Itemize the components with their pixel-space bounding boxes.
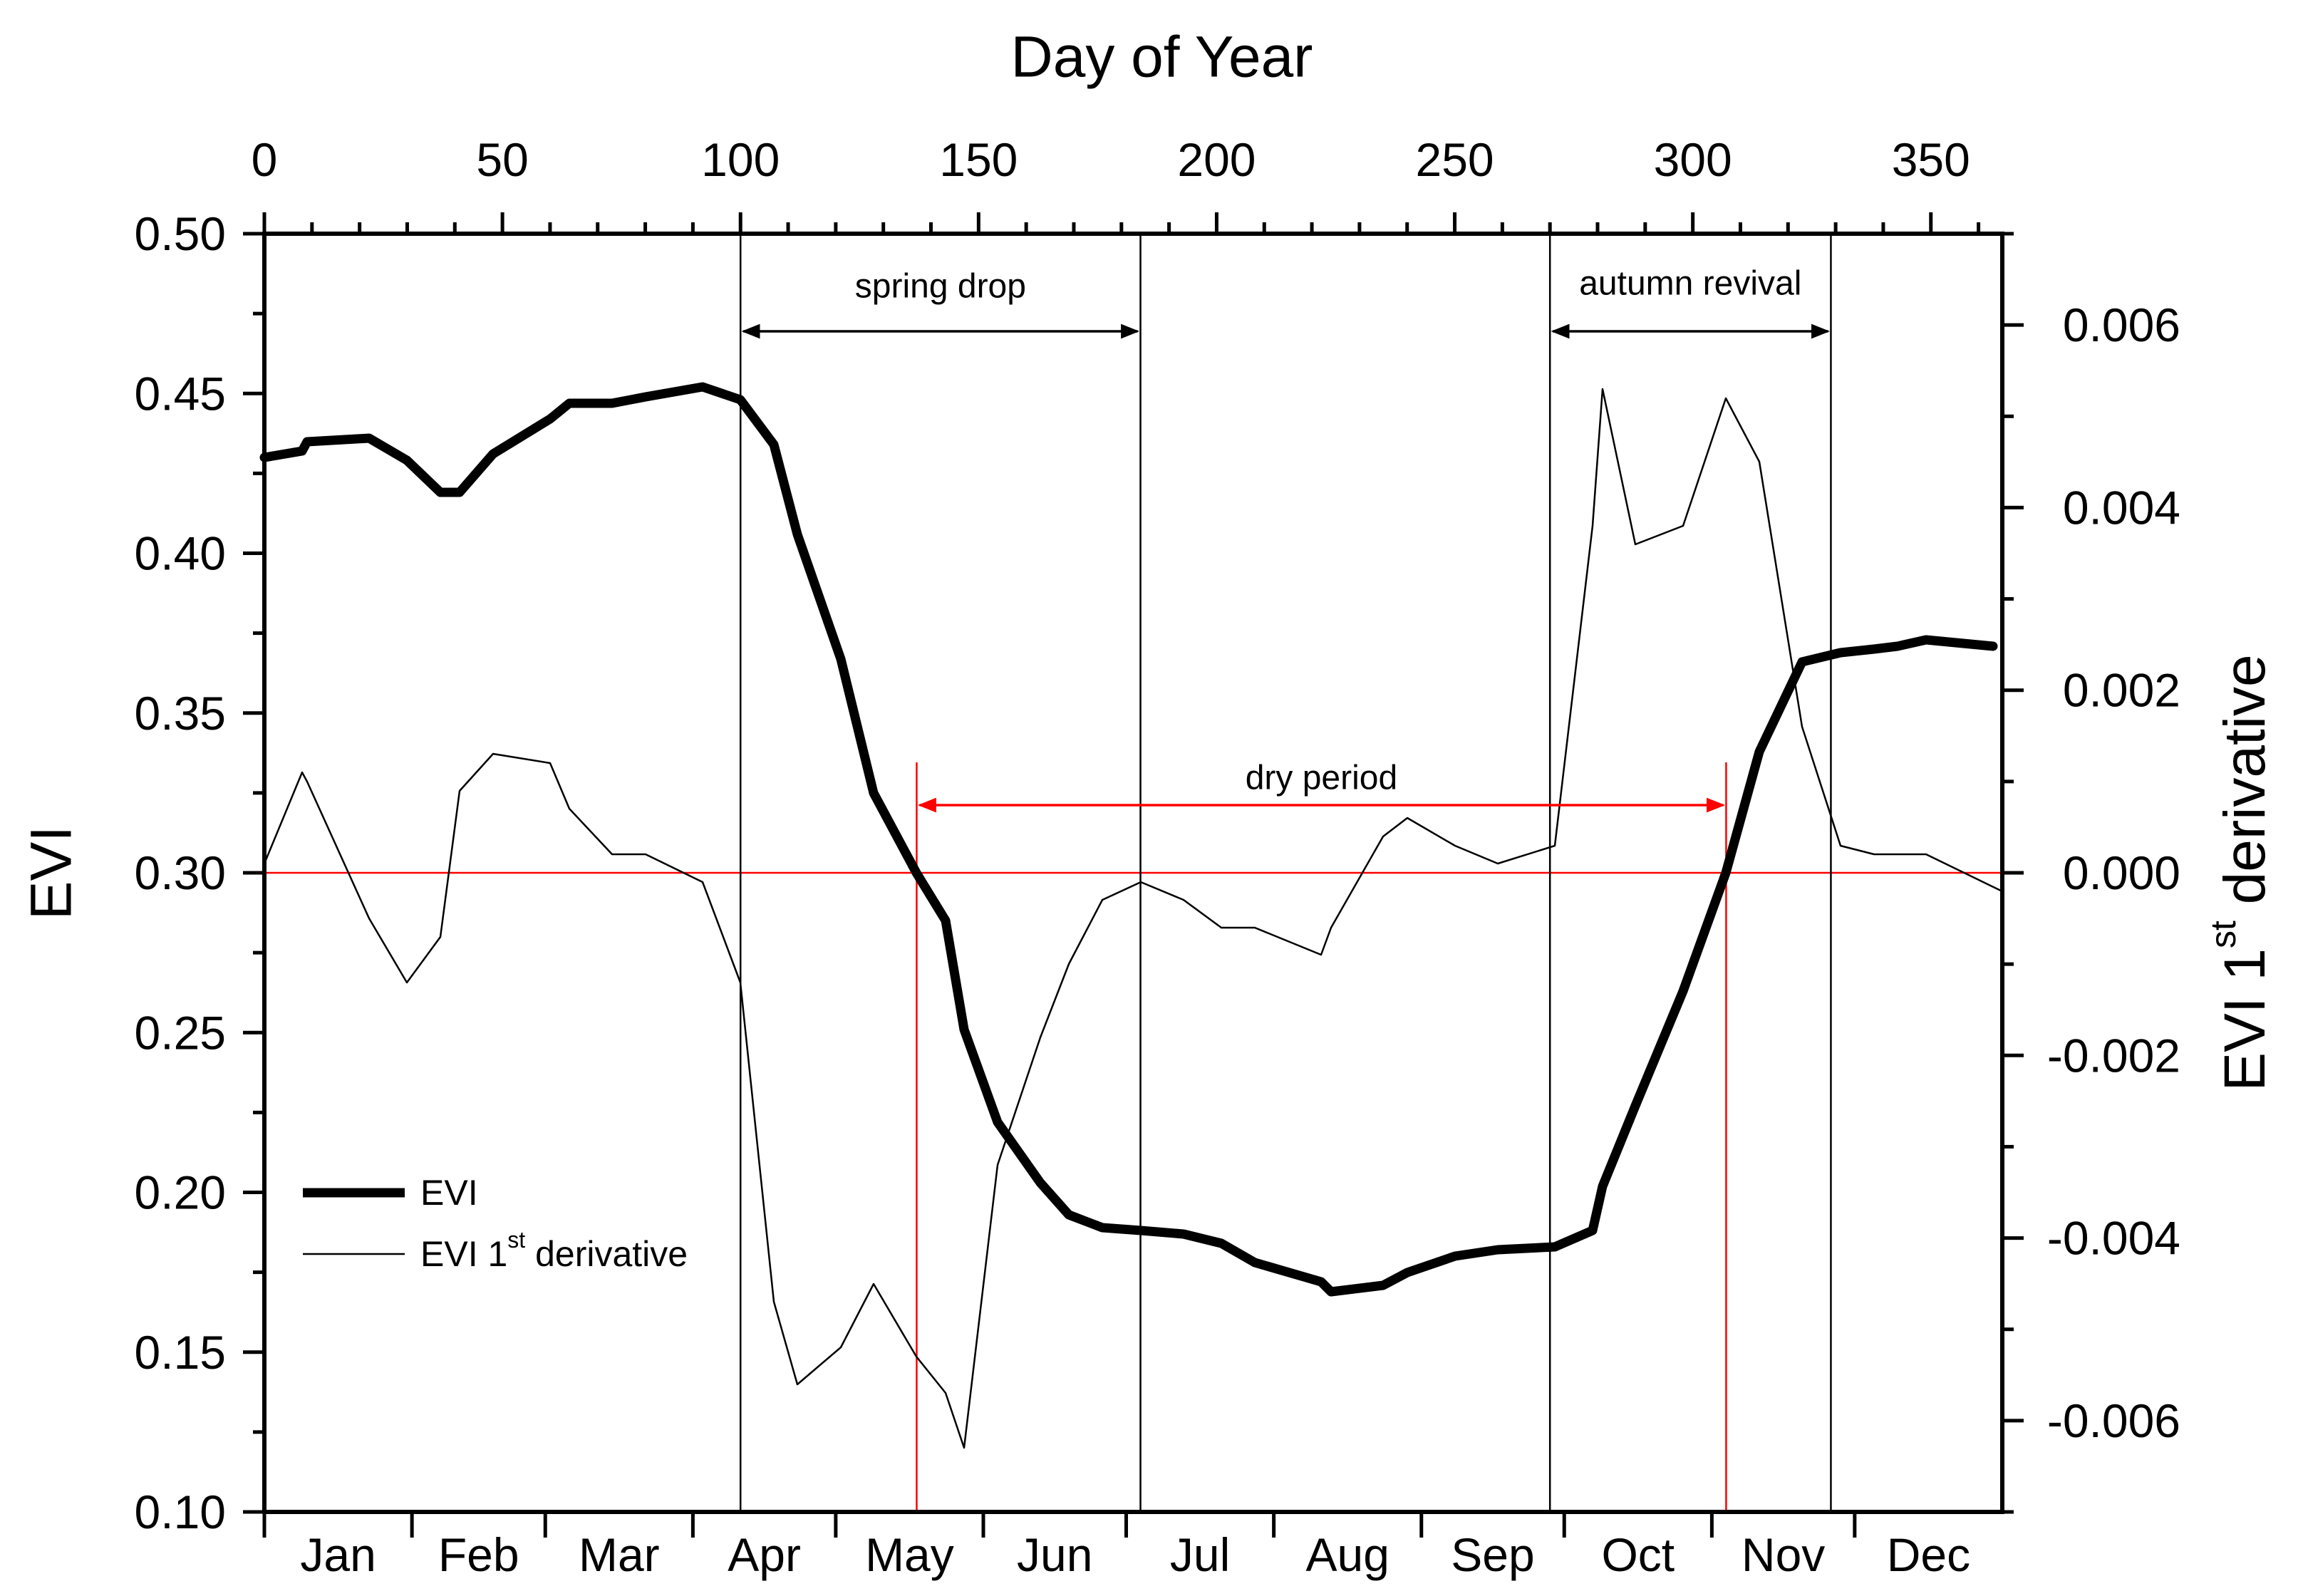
y-right-axis-title: EVI 1st derivative: [2203, 654, 2277, 1091]
legend-label-tail: derivative: [525, 1234, 688, 1274]
data-series: [259, 382, 2004, 1449]
annotation-label: spring drop: [855, 268, 1026, 306]
y-right-tick-label: -0.006: [2047, 1394, 2180, 1447]
x-top-tick-label: 50: [476, 133, 528, 186]
x-bottom-month-label: Apr: [728, 1528, 801, 1581]
y-right-tick-label: 0.006: [2063, 299, 2180, 351]
y-left-tick-label: 0.45: [135, 367, 226, 420]
legend-label-main: EVI 1: [420, 1234, 507, 1274]
x-bottom-month-label: Oct: [1601, 1528, 1675, 1581]
y-right-tick-label: 0.002: [2063, 664, 2180, 717]
series-line-evi: [259, 382, 1998, 1297]
y-right-tick-label: 0.004: [2063, 481, 2180, 534]
axes: 0.10 0.15 0.20 0.25 0.30 0.35 0.40 0.45 0.50 EVI -…: [19, 25, 2277, 1582]
series-line-evi-derivative: [263, 388, 2004, 1449]
x-bottom-month-label: Jul: [1170, 1528, 1230, 1581]
x-top-tick-label: 300: [1654, 133, 1732, 186]
y-left-tick-label: 0.20: [135, 1166, 226, 1219]
legend-label-evi-derivative: EVI 1st derivative: [420, 1227, 688, 1274]
x-bottom-month-label: Jan: [300, 1528, 376, 1581]
x-top-tick-label: 100: [701, 133, 780, 186]
x-top-tick-label: 250: [1415, 133, 1494, 186]
y-left-tick-label: 0.15: [135, 1326, 226, 1379]
y-right-title-superscript: st: [2203, 921, 2243, 948]
x-bottom-month-label: Dec: [1887, 1528, 1970, 1581]
y-left-axis-title: EVI: [19, 826, 84, 920]
annotation-label: dry period: [1246, 760, 1397, 797]
y-left-tick-label: 0.50: [135, 207, 226, 260]
y-right-title-main: EVI 1: [2213, 948, 2277, 1092]
legend: EVI EVI 1st derivative: [303, 1173, 688, 1274]
x-bottom-month-label: Aug: [1305, 1528, 1389, 1581]
legend-label-evi: EVI: [420, 1173, 478, 1213]
x-top-tick-label: 350: [1892, 133, 1970, 186]
y-left-tick-label: 0.40: [135, 527, 226, 580]
annotation-label: autumn revival: [1579, 265, 1801, 303]
x-bottom-month-label: May: [865, 1528, 954, 1581]
x-bottom-month-label: Nov: [1742, 1528, 1825, 1581]
x-top-axis-title: Day of Year: [1011, 25, 1313, 90]
x-top-tick-label: 200: [1177, 133, 1256, 186]
y-right-title-tail: derivative: [2213, 654, 2277, 921]
y-left-tick-label: 0.35: [135, 687, 226, 740]
reference-lines: [264, 234, 2002, 1512]
y-right-tick-label: 0.000: [2063, 846, 2180, 899]
x-bottom-month-label: Mar: [579, 1528, 660, 1581]
annotations: spring drop autumn revival dry period: [741, 265, 1831, 813]
y-right-tick-label: -0.002: [2047, 1029, 2180, 1082]
y-right-tick-label: -0.004: [2047, 1212, 2180, 1265]
x-top-tick-label: 150: [939, 133, 1018, 186]
x-bottom-month-label: Feb: [438, 1528, 519, 1581]
y-left-tick-label: 0.25: [135, 1006, 226, 1059]
x-top-tick-label: 0: [252, 133, 278, 186]
y-left-tick-label: 0.10: [135, 1486, 226, 1538]
y-left-tick-label: 0.30: [135, 846, 226, 899]
legend-label-superscript: st: [507, 1227, 525, 1253]
x-bottom-month-label: Sep: [1451, 1528, 1534, 1581]
x-bottom-month-label: Jun: [1017, 1528, 1092, 1581]
